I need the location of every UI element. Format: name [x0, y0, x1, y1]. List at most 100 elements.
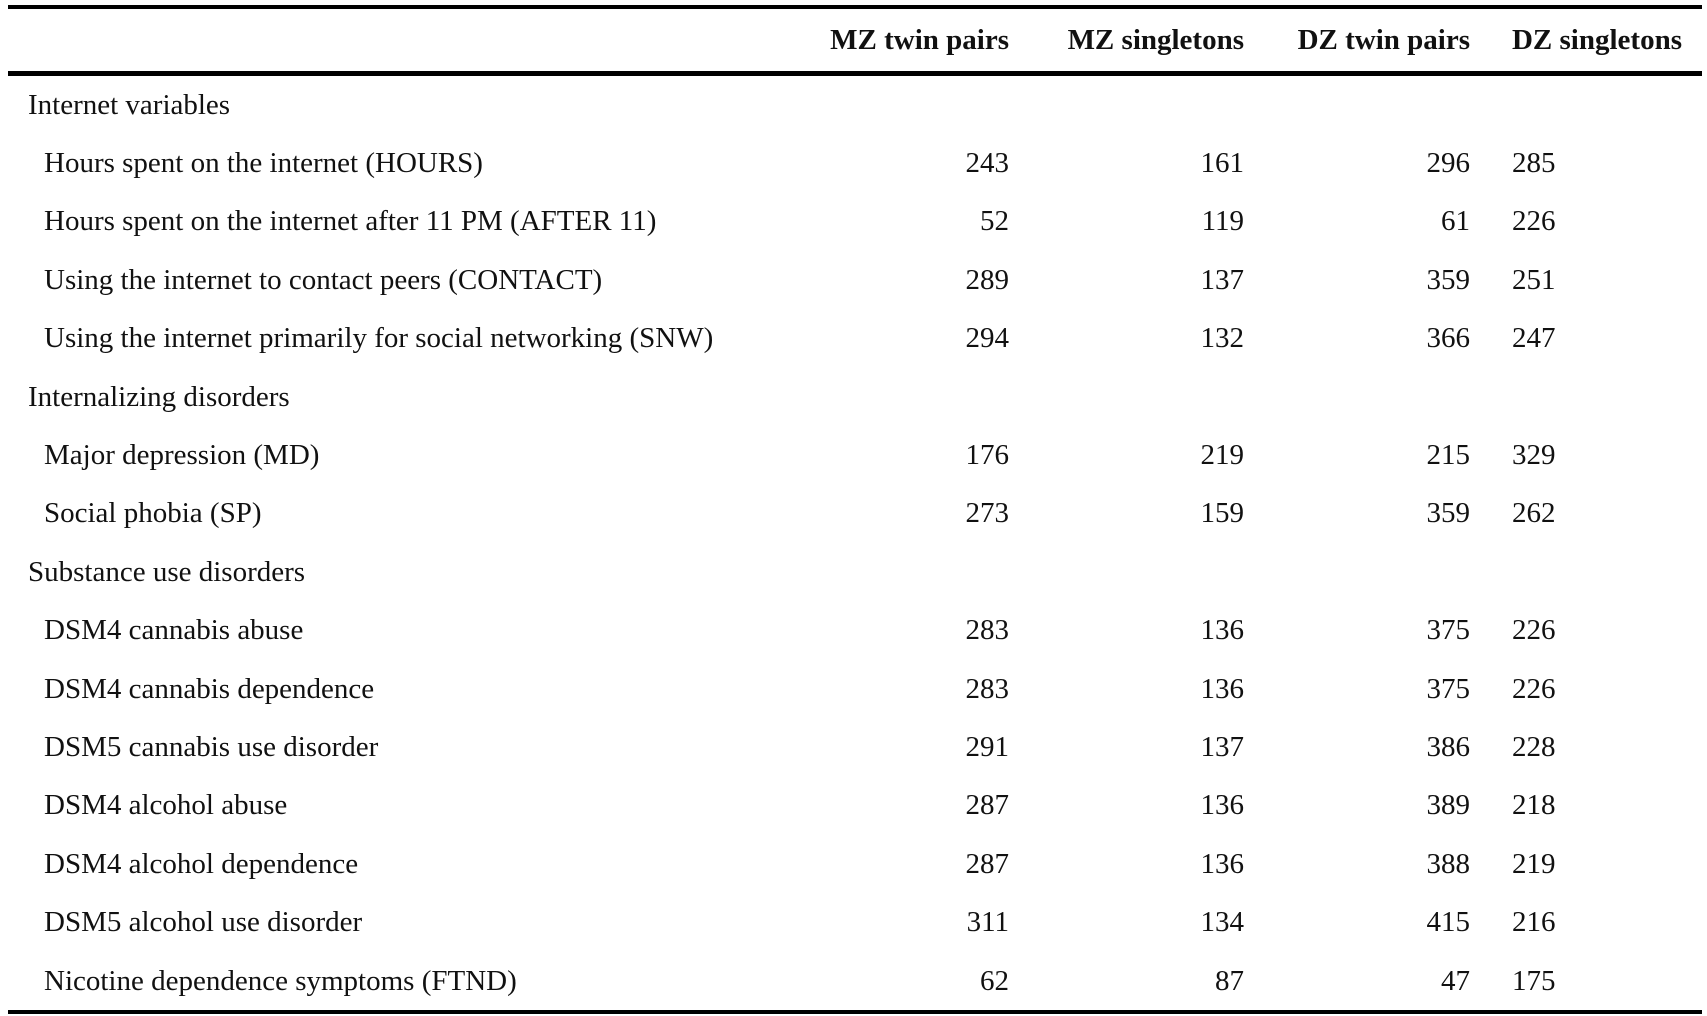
sample-size-table: MZ twin pairs MZ singletons DZ twin pair…	[8, 5, 1702, 1015]
table-row: Social phobia (SP) 273 159 359 262	[8, 485, 1702, 543]
cell-dz-singletons: 329	[1512, 439, 1556, 472]
empty-cell	[788, 543, 1009, 601]
cell-mz-singletons: 159	[1200, 497, 1245, 530]
empty-cell	[1470, 74, 1702, 135]
cell-dz-singletons: 262	[1512, 497, 1556, 530]
table-row: DSM4 cannabis abuse 283 136 375 226	[8, 602, 1702, 660]
cell-dz-singletons: 226	[1512, 672, 1556, 705]
row-label: Hours spent on the internet after 11 PM …	[44, 205, 657, 238]
table-row: Major depression (MD) 176 219 215 329	[8, 426, 1702, 484]
row-label: DSM4 cannabis abuse	[44, 614, 304, 647]
header-cell-mz-singletons: MZ singletons	[1009, 5, 1244, 76]
row-label: DSM4 alcohol dependence	[44, 847, 359, 880]
header-cell-dz-singletons: DZ singletons	[1470, 5, 1702, 76]
cell-mz-twin-pairs: 52	[980, 205, 1009, 238]
header-cell-mz-twin-pairs: MZ twin pairs	[788, 5, 1009, 76]
cell-mz-singletons: 134	[1200, 906, 1245, 939]
row-label: Nicotine dependence symptoms (FTND)	[8, 951, 788, 1015]
cell-dz-singletons: 218	[1512, 789, 1556, 822]
table-row: DSM4 alcohol dependence 287 136 388 219	[8, 835, 1702, 893]
table-row: DSM5 alcohol use disorder 311 134 415 216	[8, 893, 1702, 951]
table-row: Hours spent on the internet after 11 PM …	[8, 193, 1702, 251]
empty-cell	[1009, 543, 1244, 601]
cell-dz-singletons: 228	[1512, 730, 1556, 763]
cell-mz-singletons: 136	[1200, 672, 1245, 705]
empty-cell	[1244, 74, 1470, 135]
header-cell-dz-twin-pairs: DZ twin pairs	[1244, 5, 1470, 76]
empty-cell	[1470, 543, 1702, 601]
table-header: MZ twin pairs MZ singletons DZ twin pair…	[8, 5, 1702, 76]
row-label: DSM5 alcohol use disorder	[44, 906, 363, 939]
cell-dz-twin-pairs: 389	[1426, 789, 1471, 822]
cell-mz-twin-pairs: 294	[965, 322, 1010, 355]
cell-mz-singletons: 161	[1200, 147, 1245, 180]
cell-mz-twin-pairs: 287	[965, 789, 1010, 822]
cell-mz-twin-pairs: 283	[965, 614, 1010, 647]
cell-dz-twin-pairs: 215	[1426, 439, 1471, 472]
table-body: Internet variables Hours spent on the int…	[8, 74, 1702, 1015]
table-row: DSM4 cannabis dependence 283 136 375 226	[8, 660, 1702, 718]
cell-mz-singletons: 136	[1200, 847, 1245, 880]
empty-cell	[1244, 368, 1470, 426]
cell-mz-twin-pairs: 283	[965, 672, 1010, 705]
empty-cell	[788, 74, 1009, 135]
cell-mz-singletons: 87	[1009, 951, 1244, 1015]
row-label: Using the internet to contact peers (CON…	[44, 263, 603, 296]
table-row: Using the internet primarily for social …	[8, 310, 1702, 368]
cell-dz-twin-pairs: 359	[1426, 497, 1471, 530]
empty-cell	[1244, 543, 1470, 601]
group-header-row: Substance use disorders	[8, 543, 1702, 601]
header-cell-variable	[8, 5, 788, 76]
cell-mz-singletons: 137	[1200, 730, 1245, 763]
cell-mz-singletons: 132	[1200, 322, 1245, 355]
row-label: Using the internet primarily for social …	[44, 322, 714, 355]
cell-dz-twin-pairs: 366	[1426, 322, 1471, 355]
cell-mz-twin-pairs: 289	[965, 263, 1010, 296]
cell-dz-twin-pairs: 415	[1426, 906, 1471, 939]
cell-dz-twin-pairs: 359	[1426, 263, 1471, 296]
table-row: Nicotine dependence symptoms (FTND) 62 87 4…	[8, 951, 1702, 1015]
cell-dz-twin-pairs: 375	[1426, 614, 1471, 647]
table-row: Using the internet to contact peers (CON…	[8, 251, 1702, 309]
cell-dz-singletons: 219	[1512, 847, 1556, 880]
cell-mz-twin-pairs: 176	[965, 439, 1010, 472]
cell-mz-twin-pairs: 62	[788, 951, 1009, 1015]
empty-cell	[1009, 74, 1244, 135]
row-label: Major depression (MD)	[44, 439, 320, 472]
table-row: DSM5 cannabis use disorder 291 137 386 228	[8, 718, 1702, 776]
empty-cell	[788, 368, 1009, 426]
cell-mz-singletons: 219	[1200, 439, 1245, 472]
cell-dz-twin-pairs: 61	[1441, 205, 1470, 238]
cell-dz-singletons: 226	[1512, 614, 1556, 647]
cell-dz-twin-pairs: 47	[1244, 951, 1470, 1015]
table-row: Hours spent on the internet (HOURS) 243 16…	[8, 134, 1702, 192]
cell-mz-singletons: 136	[1200, 614, 1245, 647]
group-label: Internet variables	[28, 88, 231, 121]
cell-mz-twin-pairs: 243	[965, 147, 1010, 180]
cell-dz-twin-pairs: 386	[1426, 730, 1471, 763]
group-label: Internalizing disorders	[28, 380, 290, 413]
cell-dz-twin-pairs: 388	[1426, 847, 1471, 880]
row-label: DSM5 cannabis use disorder	[44, 730, 379, 763]
cell-dz-singletons: 251	[1512, 263, 1556, 296]
empty-cell	[1009, 368, 1244, 426]
empty-cell	[1470, 368, 1702, 426]
cell-dz-twin-pairs: 375	[1426, 672, 1471, 705]
cell-dz-singletons: 216	[1512, 906, 1556, 939]
row-label: DSM4 cannabis dependence	[44, 672, 375, 705]
header-row: MZ twin pairs MZ singletons DZ twin pair…	[8, 5, 1702, 76]
cell-mz-twin-pairs: 273	[965, 497, 1010, 530]
row-label: DSM4 alcohol abuse	[44, 789, 288, 822]
cell-mz-twin-pairs: 311	[966, 906, 1009, 939]
row-label: Social phobia (SP)	[44, 497, 262, 530]
row-label: Hours spent on the internet (HOURS)	[44, 147, 483, 180]
cell-mz-singletons: 119	[1201, 205, 1244, 238]
group-header-row: Internet variables	[8, 74, 1702, 135]
group-header-row: Internalizing disorders	[8, 368, 1702, 426]
cell-dz-singletons: 226	[1512, 205, 1556, 238]
cell-dz-singletons: 175	[1470, 951, 1702, 1015]
cell-mz-twin-pairs: 291	[965, 730, 1010, 763]
cell-mz-singletons: 137	[1200, 263, 1245, 296]
cell-dz-twin-pairs: 296	[1426, 147, 1471, 180]
cell-dz-singletons: 285	[1512, 147, 1556, 180]
